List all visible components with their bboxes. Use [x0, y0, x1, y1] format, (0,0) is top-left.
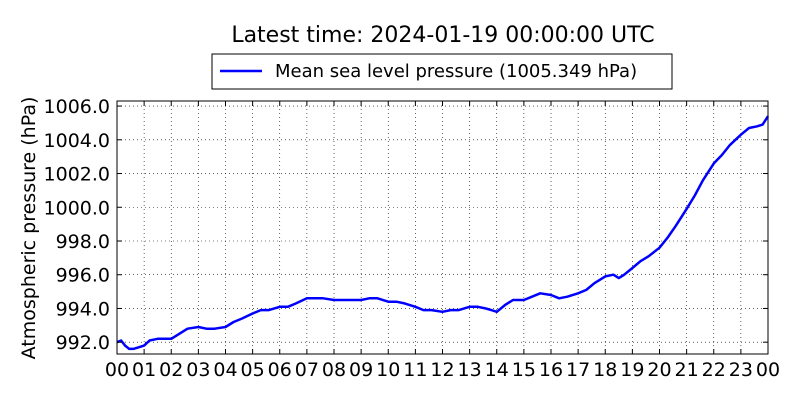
- y-tick-label: 1006.0: [44, 96, 110, 118]
- x-tick-label: 04: [213, 359, 237, 381]
- x-tick-label: 11: [403, 359, 427, 381]
- y-tick-label: 1002.0: [44, 164, 110, 186]
- x-tick-label: 14: [485, 359, 509, 381]
- x-tick-label: 01: [132, 359, 156, 381]
- x-tick-label: 00: [105, 359, 129, 381]
- x-tick-label: 15: [512, 359, 536, 381]
- legend: Mean sea level pressure (1005.349 hPa): [211, 53, 673, 90]
- x-tick-label: 19: [620, 359, 644, 381]
- y-tick-labels: 992.0 994.0 996.0 998.0 1000.0 1002.0 1004.0 10…: [44, 96, 110, 354]
- x-tick-labels: 00 01 02 03 04 05 06 07 08 09 10 11 12 13 14 15 16 17 18 19…: [105, 359, 780, 381]
- x-tick-label: 22: [702, 359, 726, 381]
- plot-area: [116, 100, 769, 355]
- y-tick-label: 994.0: [56, 298, 110, 320]
- x-tick-label: 06: [268, 359, 292, 381]
- y-tick-label: 998.0: [56, 231, 110, 253]
- x-tick-label: 10: [376, 359, 400, 381]
- x-tick-label: 21: [675, 359, 699, 381]
- series-layer: [116, 115, 770, 351]
- x-tick-label: 02: [159, 359, 183, 381]
- series-line-mean-sea-level-pressure: [116, 115, 770, 351]
- x-tick-label: 05: [241, 359, 265, 381]
- y-tick-label: 996.0: [56, 265, 110, 287]
- x-tick-label: 09: [349, 359, 373, 381]
- x-tick-label: 00: [756, 359, 780, 381]
- y-tick-label: 1004.0: [44, 130, 110, 152]
- x-tick-label: 23: [729, 359, 753, 381]
- legend-box: [211, 53, 673, 90]
- x-tick-label: 20: [647, 359, 671, 381]
- x-tick-label: 18: [593, 359, 617, 381]
- chart-title: Latest time: 2024-01-19 00:00:00 UTC: [231, 23, 654, 48]
- x-tick-label: 13: [458, 359, 482, 381]
- y-tick-label: 992.0: [56, 332, 110, 354]
- x-tick-label: 16: [539, 359, 563, 381]
- x-tick-label: 07: [295, 359, 319, 381]
- x-tick-label: 17: [566, 359, 590, 381]
- grid: [117, 101, 768, 354]
- legend-label: Mean sea level pressure (1005.349 hPa): [275, 61, 637, 82]
- y-axis-label: Atmospheric pressure (hPa): [18, 97, 40, 360]
- y-tick-label: 1000.0: [44, 197, 110, 219]
- x-tick-label: 03: [186, 359, 210, 381]
- ticks: [116, 101, 769, 354]
- x-tick-label: 12: [430, 359, 454, 381]
- x-tick-label: 08: [322, 359, 346, 381]
